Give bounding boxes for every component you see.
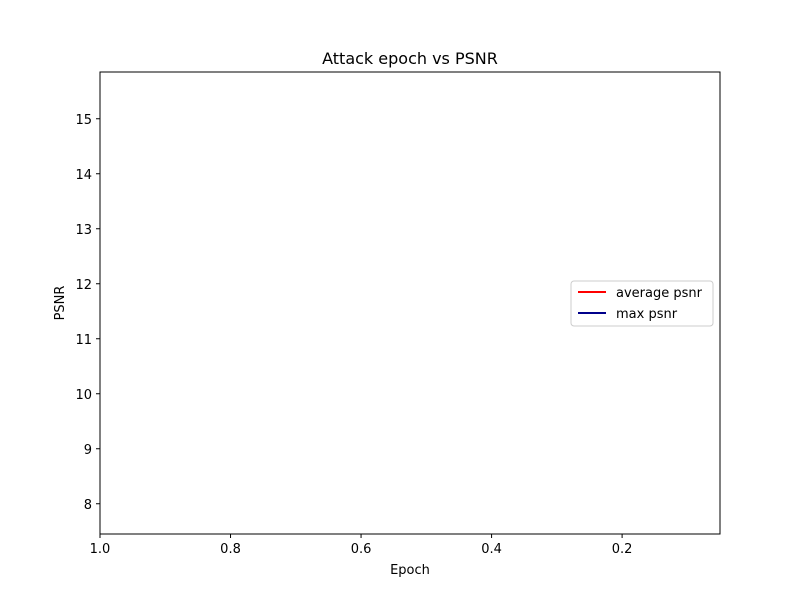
y-axis-ticks: 8 9 10 11 12 13 14 15	[75, 113, 100, 513]
legend-label-average-psnr: average psnr	[616, 286, 703, 301]
y-tick-label: 8	[84, 498, 92, 513]
x-axis-label: Epoch	[390, 563, 430, 578]
x-axis-ticks: 1.0 0.8 0.6 0.4 0.2	[90, 534, 633, 557]
x-tick-label: 0.8	[220, 542, 241, 557]
y-tick-label: 15	[75, 113, 92, 128]
x-tick-label: 0.4	[481, 542, 502, 557]
y-axis-label: PSNR	[53, 286, 68, 321]
x-tick-label: 1.0	[90, 542, 111, 557]
x-tick-label: 0.6	[351, 542, 372, 557]
x-tick-label: 0.2	[612, 542, 633, 557]
legend-label-max-psnr: max psnr	[616, 307, 678, 322]
y-tick-label: 10	[75, 388, 92, 403]
y-tick-label: 12	[75, 278, 92, 293]
legend-box	[570, 280, 714, 327]
chart-title: Attack epoch vs PSNR	[322, 49, 498, 68]
y-tick-label: 14	[75, 168, 92, 183]
y-tick-label: 13	[75, 223, 92, 238]
legend: average psnr max psnr	[570, 280, 714, 327]
y-tick-label: 9	[84, 443, 92, 458]
y-tick-label: 11	[75, 333, 92, 348]
